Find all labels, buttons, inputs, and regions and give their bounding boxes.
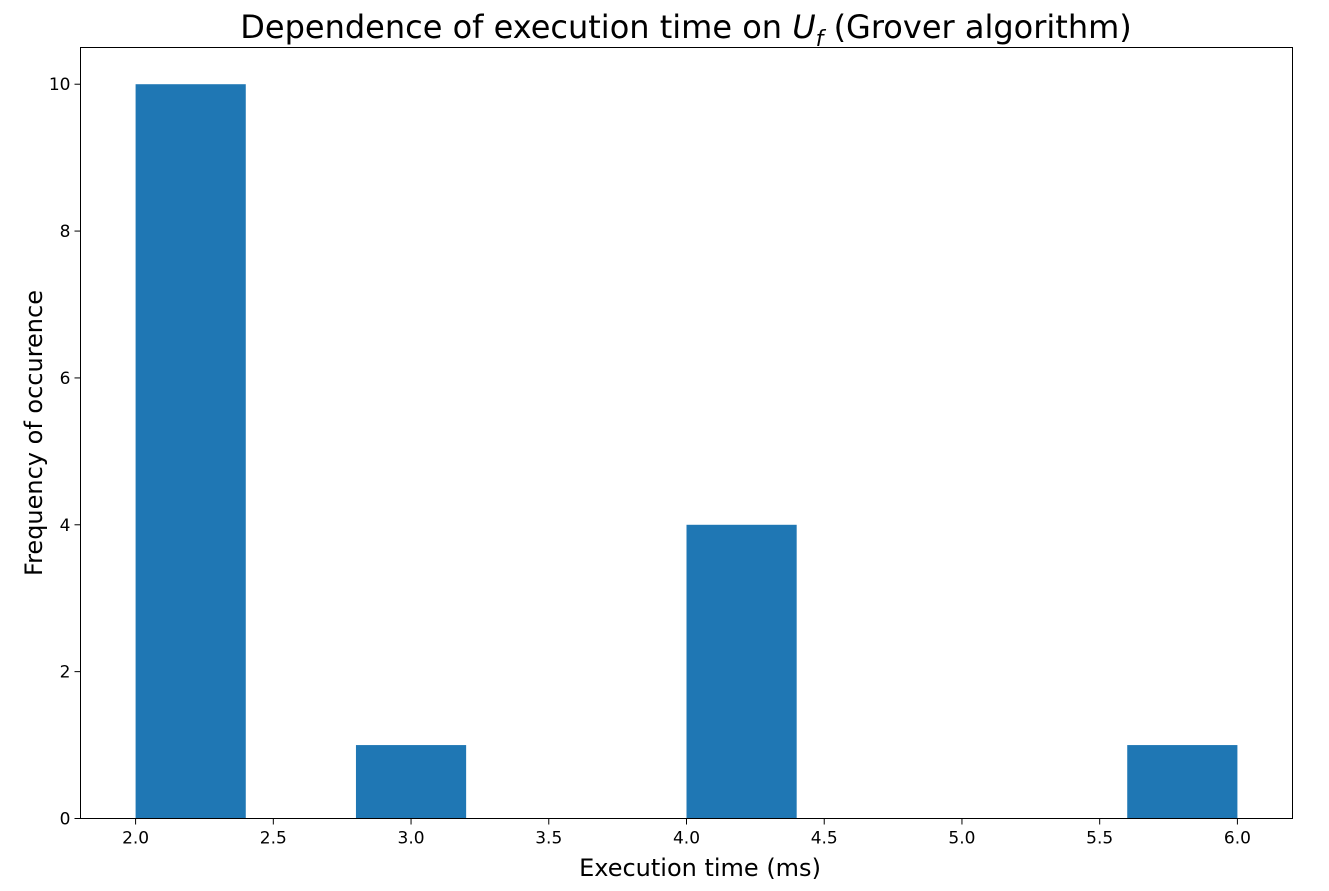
x-tick-label: 4.0 [673, 829, 700, 849]
histogram-bar [1127, 745, 1238, 819]
x-tick-label: 6.0 [1224, 829, 1251, 849]
title-prefix: Dependence of execution time on [240, 8, 792, 46]
title-subscript: f [816, 27, 827, 52]
y-tick-label: 4 [60, 516, 71, 536]
bars-group [135, 84, 1238, 819]
x-tick-label: 2.5 [260, 829, 287, 849]
title-symbol: U [792, 8, 815, 46]
x-tick-label: 3.0 [398, 829, 425, 849]
y-axis-ticks: 0 2 4 6 8 10 [49, 75, 81, 830]
histogram-bar [355, 745, 467, 819]
title-suffix: (Grover algorithm) [823, 8, 1131, 46]
y-tick-label: 2 [60, 663, 71, 683]
histogram-bar [135, 84, 246, 819]
x-axis-label: Execution time (ms) [579, 854, 821, 882]
x-tick-label: 2.0 [122, 829, 149, 849]
chart-title: Dependence of execution time on Uf (Grov… [240, 8, 1132, 52]
y-tick-label: 0 [60, 810, 71, 830]
y-tick-label: 6 [60, 369, 71, 389]
histogram-bar [686, 524, 797, 819]
x-tick-label: 3.5 [535, 829, 562, 849]
y-axis-label: Frequency of occurence [20, 290, 48, 576]
x-tick-label: 5.5 [1086, 829, 1113, 849]
y-tick-label: 8 [60, 222, 71, 242]
x-axis-ticks: 2.0 2.5 3.0 3.5 4.0 4.5 5.0 5.5 6.0 [122, 818, 1251, 849]
y-tick-label: 10 [49, 75, 71, 95]
x-tick-label: 4.5 [811, 829, 838, 849]
x-tick-label: 5.0 [948, 829, 975, 849]
